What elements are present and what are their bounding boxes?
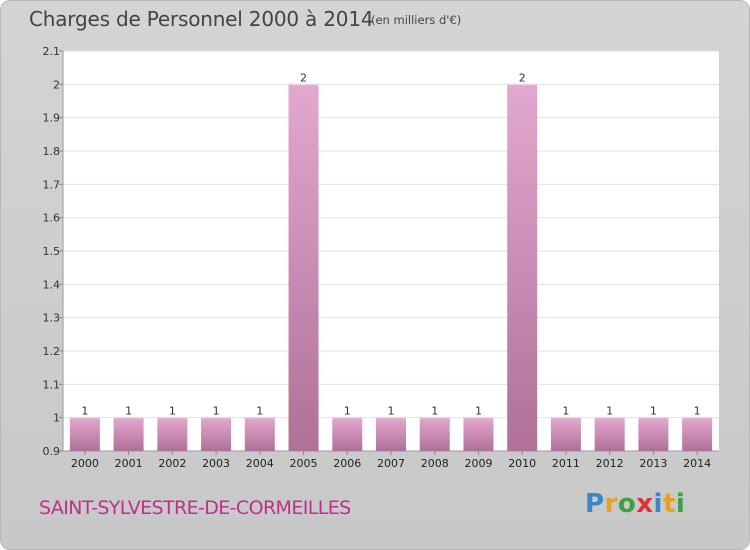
bar-value-label: 1 — [388, 405, 395, 418]
bar — [550, 417, 581, 451]
y-tick-label: 1.5 — [43, 245, 61, 258]
commune-name: SAINT-SYLVESTRE-DE-CORMEILLES — [39, 497, 351, 519]
unit-note: (en milliers d'€) — [371, 13, 462, 27]
bar-value-label: 1 — [562, 405, 569, 418]
x-tick-label: 2012 — [596, 457, 624, 470]
y-tick-label: 1 — [53, 412, 60, 425]
bar — [594, 417, 625, 451]
bar-value-label: 1 — [431, 405, 438, 418]
y-tick-label: 2 — [53, 78, 60, 91]
x-tick-label: 2005 — [290, 457, 318, 470]
bar — [288, 84, 319, 451]
x-tick-label: 2006 — [333, 457, 361, 470]
y-tick-label: 1.9 — [43, 112, 61, 125]
bar-value-label: 1 — [650, 405, 657, 418]
x-tick-label: 2010 — [508, 457, 536, 470]
x-tick-label: 2008 — [421, 457, 449, 470]
x-tick-label: 2009 — [464, 457, 492, 470]
bar-value-label: 2 — [300, 71, 307, 84]
bar-value-label: 2 — [519, 71, 526, 84]
x-tick-label: 2002 — [158, 457, 186, 470]
logo-letter: i — [653, 489, 663, 519]
logo-letter: P — [585, 489, 605, 519]
y-tick-label: 1.4 — [43, 278, 61, 291]
bar-value-label: 1 — [344, 405, 351, 418]
bar — [332, 417, 363, 451]
bar — [201, 417, 232, 451]
y-tick-label: 1.2 — [43, 345, 61, 358]
y-tick-label: 0.9 — [43, 445, 61, 458]
x-tick-label: 2013 — [639, 457, 667, 470]
x-tick-label: 2001 — [115, 457, 143, 470]
proxiti-logo: Proxiti — [585, 489, 685, 519]
logo-letter: r — [604, 489, 618, 519]
y-tick-label: 2.1 — [43, 45, 61, 58]
bar — [463, 417, 494, 451]
y-tick-label: 1.6 — [43, 212, 61, 225]
x-tick-label: 2007 — [377, 457, 405, 470]
x-tick-label: 2011 — [552, 457, 580, 470]
x-tick-label: 2014 — [683, 457, 711, 470]
bar — [113, 417, 144, 451]
bar-value-label: 1 — [213, 405, 220, 418]
bar — [376, 417, 406, 451]
bar — [157, 417, 188, 451]
chart-title: Charges de Personnel 2000 à 2014 — [29, 7, 374, 31]
y-tick-label: 1.7 — [43, 178, 61, 191]
x-tick-label: 2000 — [71, 457, 99, 470]
bar — [682, 417, 713, 451]
bar-value-label: 1 — [169, 405, 176, 418]
x-tick-label: 2003 — [202, 457, 230, 470]
bar — [507, 84, 538, 451]
logo-letter: x — [636, 489, 654, 519]
bar-value-label: 1 — [125, 405, 132, 418]
logo-letter: i — [675, 489, 686, 519]
y-tick-label: 1.1 — [43, 378, 61, 391]
y-tick-label: 1.8 — [43, 145, 61, 158]
bar — [419, 417, 450, 451]
x-tick-label: 2004 — [246, 457, 274, 470]
bar-value-label: 1 — [475, 405, 482, 418]
logo-letter: o — [617, 489, 637, 519]
bar — [69, 417, 100, 451]
bar — [244, 417, 275, 451]
bar — [638, 417, 669, 451]
bar-value-label: 1 — [606, 405, 613, 418]
y-tick-label: 1.3 — [43, 312, 61, 325]
bar-value-label: 1 — [81, 405, 88, 418]
bar-value-label: 1 — [256, 405, 263, 418]
logo-letter: t — [662, 489, 676, 519]
bar-value-label: 1 — [694, 405, 701, 418]
